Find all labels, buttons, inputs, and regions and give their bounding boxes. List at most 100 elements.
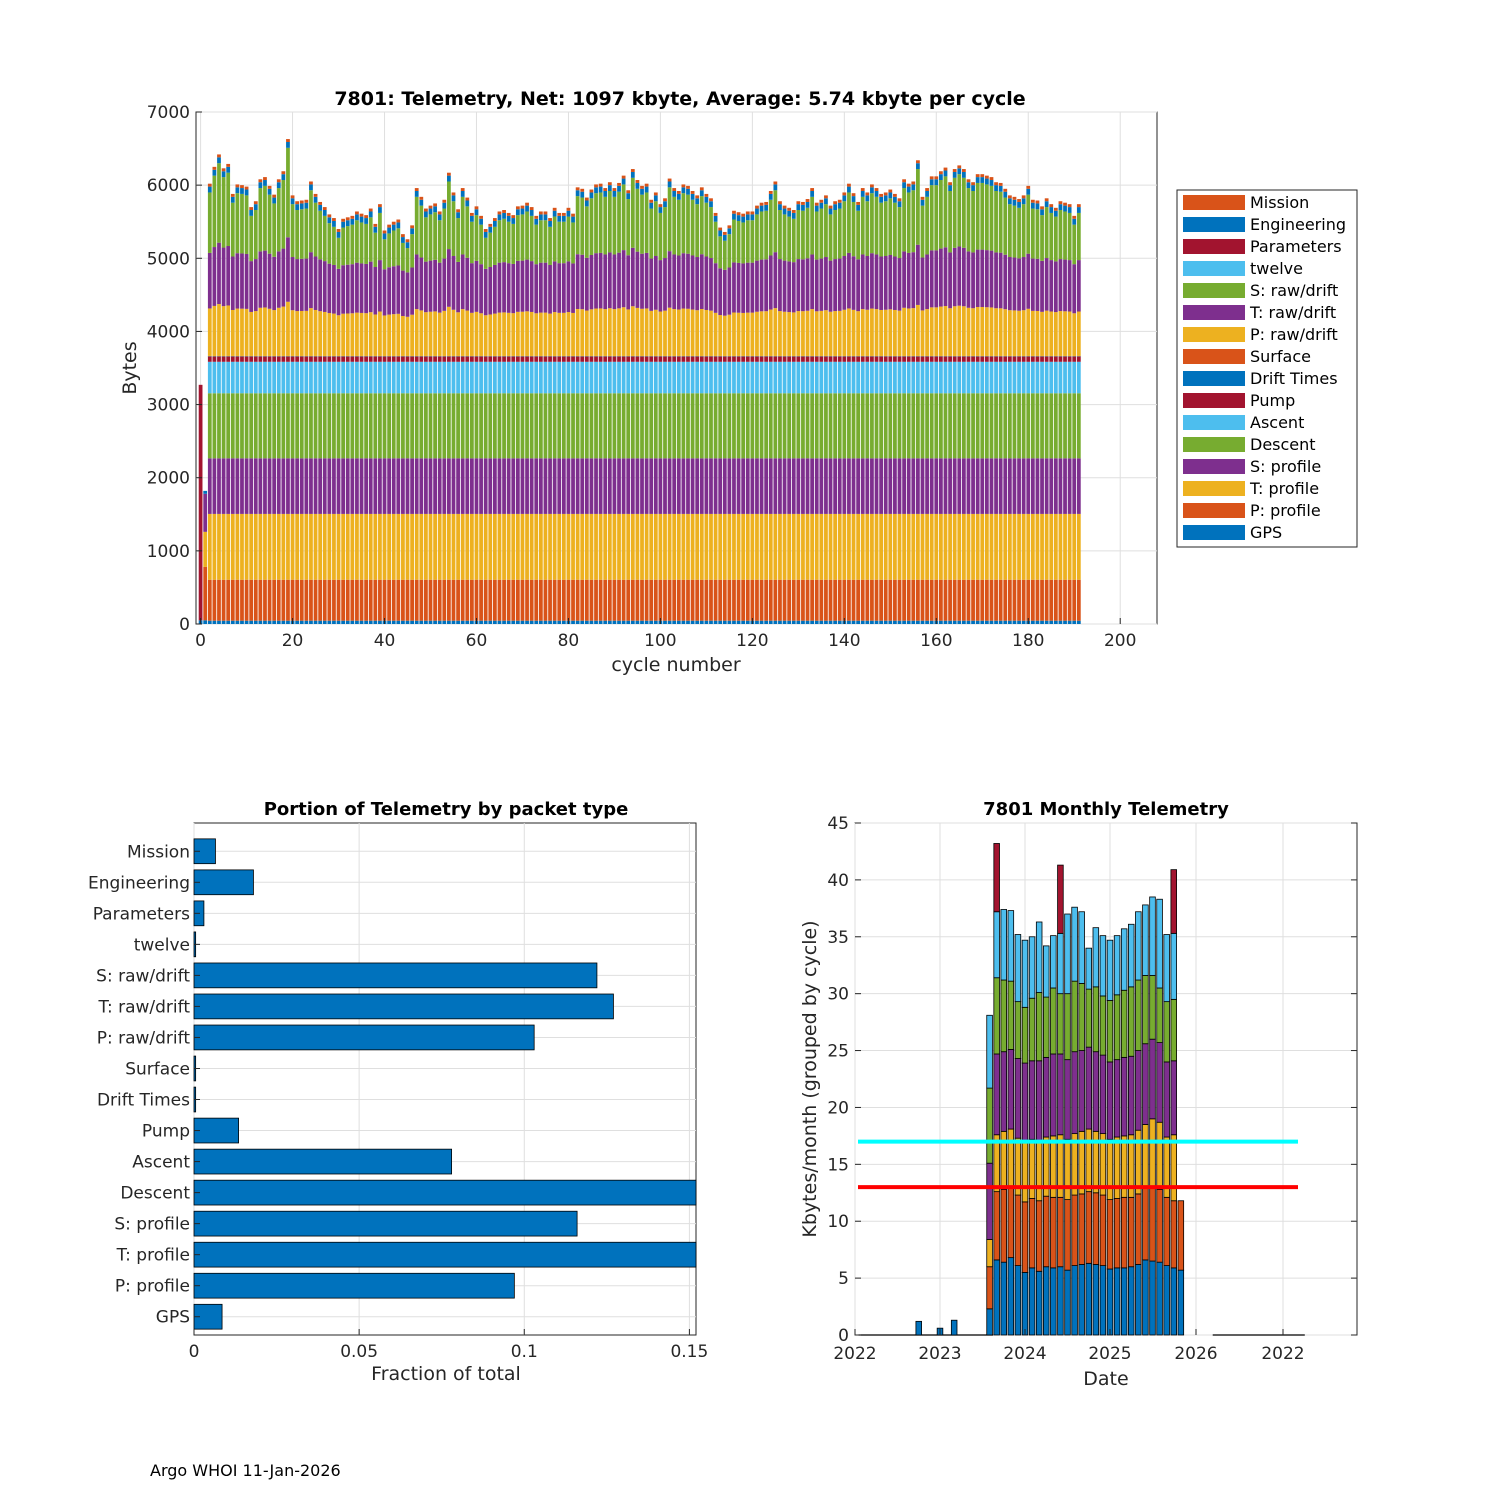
top-bar-segment	[240, 355, 244, 357]
top-bar-segment	[732, 579, 736, 621]
top-bar-segment	[368, 458, 373, 514]
top-bar-segment	[663, 579, 667, 621]
top-bar-segment	[437, 361, 442, 394]
top-bar-segment	[865, 361, 870, 394]
top-bar-segment	[1007, 198, 1012, 205]
top-bar-segment	[603, 309, 608, 356]
top-bar-segment	[442, 355, 447, 357]
top-bar-segment	[699, 361, 704, 394]
top-bar-segment	[1007, 579, 1012, 621]
top-bar-segment	[759, 311, 764, 356]
top-bar-segment	[1053, 355, 1058, 357]
top-bar-segment	[538, 356, 543, 362]
top-bar-segment	[603, 393, 608, 459]
top-bar-segment	[842, 201, 847, 256]
top-bar-segment	[571, 620, 575, 624]
top-bar-segment	[989, 355, 994, 357]
top-bar-segment	[424, 312, 428, 356]
top-bar-segment	[203, 566, 208, 621]
top-bar-segment	[888, 254, 893, 310]
top-bar-segment	[488, 355, 493, 357]
top-bar-segment	[897, 620, 902, 624]
monthly-bar-segment	[1142, 1043, 1149, 1125]
top-bar-segment	[621, 393, 626, 459]
top-bar-segment	[451, 201, 456, 256]
top-bar-segment	[1076, 356, 1081, 362]
top-bar-segment	[447, 356, 451, 357]
top-bar-segment	[529, 513, 534, 580]
top-bar-segment	[341, 218, 346, 222]
top-bar-segment	[1063, 202, 1067, 206]
top-bar-segment	[1030, 202, 1035, 209]
legend-swatch	[1183, 349, 1245, 364]
top-bar-segment	[649, 355, 654, 357]
top-bar-segment	[961, 171, 966, 178]
top-bar-segment	[322, 361, 327, 394]
top-bar-segment	[318, 393, 323, 459]
top-bar-segment	[1040, 311, 1044, 356]
legend-swatch	[1183, 305, 1245, 320]
top-bar-segment	[883, 356, 888, 362]
top-bar-segment	[649, 361, 654, 394]
top-bar-segment	[943, 247, 948, 307]
top-bar-segment	[479, 356, 483, 362]
top-bar-segment	[327, 313, 332, 356]
top-bar-segment	[759, 356, 764, 357]
top-bar-segment	[538, 356, 543, 357]
top-bar-segment	[428, 361, 433, 394]
top-bar-segment	[515, 356, 520, 357]
top-bar-segment	[971, 361, 975, 394]
top-bar-segment	[621, 356, 626, 357]
top-bar-segment	[709, 361, 713, 394]
top-bar-segment	[1035, 310, 1040, 356]
top-bar-segment	[607, 393, 612, 459]
top-bar-segment	[644, 252, 649, 309]
top-bar-segment	[676, 361, 681, 394]
top-bar-segment	[699, 196, 704, 255]
top-bar-segment	[607, 579, 612, 621]
top-bar-segment	[805, 361, 810, 394]
top-bar-segment	[787, 458, 792, 514]
top-bar-segment	[313, 393, 318, 459]
top-bar-segment	[488, 620, 493, 624]
top-bar-segment	[998, 355, 1003, 357]
top-bar-segment	[538, 513, 543, 580]
top-bar-segment	[272, 620, 277, 624]
top-bar-segment	[1030, 199, 1035, 203]
top-bar-segment	[230, 355, 235, 357]
top-bar-segment	[557, 513, 562, 580]
top-bar-segment	[373, 356, 378, 362]
top-bar-segment	[759, 393, 764, 459]
top-bar-segment	[860, 361, 865, 394]
top-bar-segment	[580, 356, 585, 362]
top-bar-segment	[1044, 201, 1049, 208]
monthly-bar-segment	[1057, 1053, 1064, 1136]
top-bar-segment	[355, 393, 359, 459]
top-bar-segment	[676, 458, 681, 514]
top-bar-segment	[1067, 356, 1072, 357]
top-bar-segment	[1044, 579, 1049, 621]
top-bar-segment	[764, 356, 769, 362]
top-bar-segment	[483, 361, 488, 394]
top-bar-segment	[672, 254, 677, 310]
top-bar-segment	[1058, 356, 1063, 357]
top-bar-segment	[916, 304, 920, 356]
legend-label: T: profile	[1249, 479, 1319, 498]
top-bar-segment	[240, 361, 244, 394]
top-bar-segment	[230, 393, 235, 459]
top-bar-segment	[695, 355, 700, 357]
top-bar-segment	[543, 620, 548, 624]
top-bar-segment	[203, 620, 208, 624]
top-bar-segment	[479, 356, 483, 357]
top-bar-segment	[695, 310, 700, 356]
top-bar-segment	[263, 513, 267, 580]
top-bar-segment	[511, 513, 516, 580]
top-bar-segment	[414, 196, 419, 255]
monthly-bar-segment	[1064, 1269, 1071, 1336]
top-bar-segment	[276, 579, 281, 621]
top-bar-segment	[870, 458, 874, 514]
top-bar-segment	[768, 193, 773, 200]
top-bar-segment	[244, 620, 249, 624]
top-bar-segment	[713, 312, 718, 356]
top-bar-segment	[980, 579, 985, 621]
